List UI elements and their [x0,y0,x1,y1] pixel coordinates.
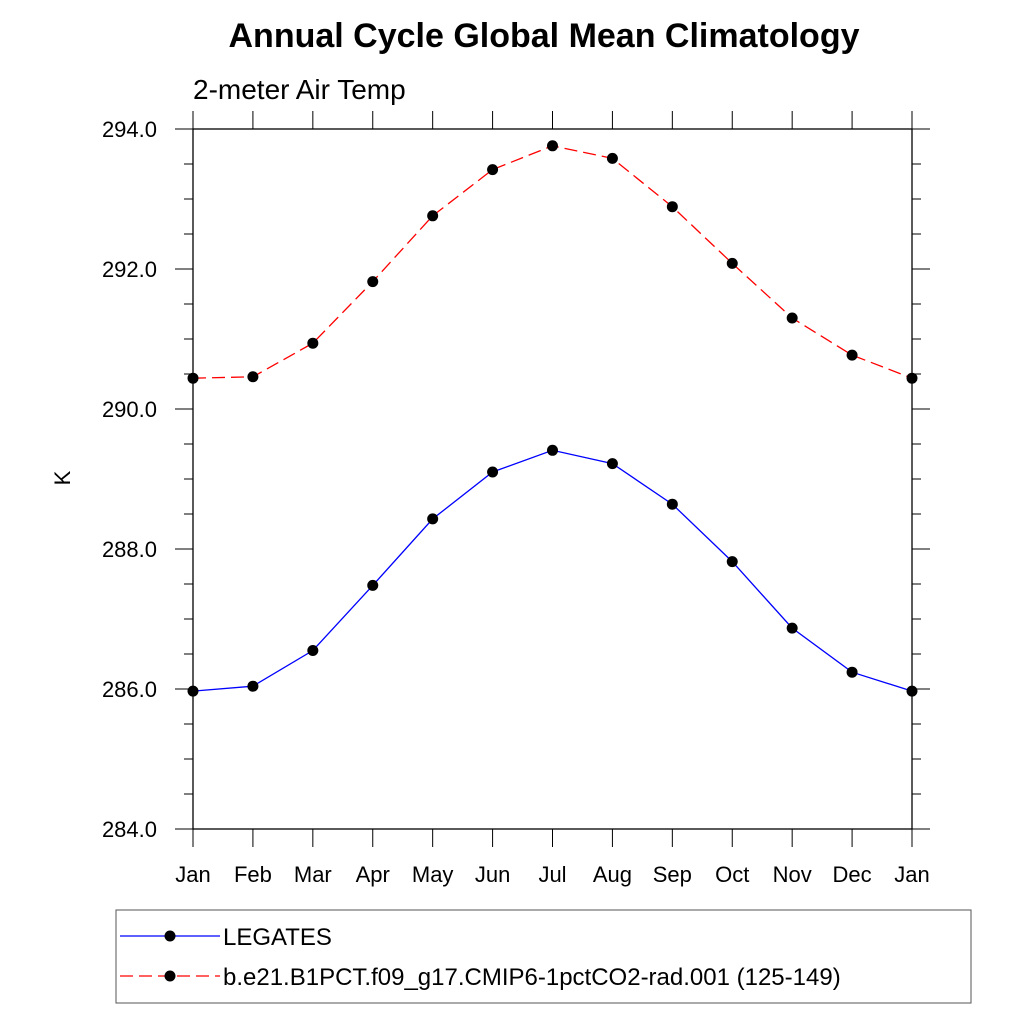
data-point [487,164,499,176]
x-tick-label: Jun [475,862,510,887]
data-point [666,201,678,213]
legend-item: b.e21.B1PCT.f09_g17.CMIP6-1pctCO2-rad.00… [120,964,841,991]
chart-subtitle: 2-meter Air Temp [193,74,406,105]
x-tick-label: Dec [833,862,872,887]
data-point [906,372,918,384]
x-tick-label: Aug [593,862,632,887]
plot-frame [192,128,913,830]
series-layer [187,140,918,697]
data-point [547,444,558,456]
legend-marker [164,930,176,942]
x-tick-label: Jan [894,862,929,887]
legend-item: LEGATES [120,924,332,951]
legend-marker [164,970,176,982]
y-tick-label: 294.0 [102,117,157,142]
data-point [427,210,439,222]
data-point [487,466,499,478]
data-point [367,579,379,591]
data-point [427,513,439,525]
series-2 [187,140,918,384]
x-tick-label: Jan [175,862,210,887]
data-point [846,349,858,361]
data-point [666,498,678,510]
data-point [547,140,558,152]
x-tick-label: Jul [538,862,566,887]
axis-ticks [175,111,930,847]
data-point [187,372,199,384]
y-tick-label: 292.0 [102,257,157,282]
x-tick-label: Oct [715,862,749,887]
legend-items: LEGATES b.e21.B1PCT.f09_g17.CMIP6-1pctCO2… [120,924,841,991]
data-point [906,685,918,697]
y-tick-labels: 294.0 292.0 290.0 288.0 286.0 284.0 [102,117,157,842]
series-line [192,145,913,379]
y-tick-label: 290.0 [102,397,157,422]
y-tick-label: 288.0 [102,537,157,562]
x-tick-label: Nov [773,862,812,887]
data-point [786,312,798,324]
x-tick-label: Feb [234,862,272,887]
legend-label: LEGATES [223,924,332,951]
data-point [606,458,618,470]
series-1 [187,444,918,697]
data-point [726,556,738,568]
y-axis-label: K [50,470,75,485]
data-point [247,371,259,383]
data-point [726,257,738,269]
data-point [606,152,618,164]
legend-box [115,909,972,1004]
x-tick-label: May [412,862,454,887]
data-point [367,276,379,288]
chart-title: Annual Cycle Global Mean Climatology [229,17,860,55]
y-tick-label: 286.0 [102,677,157,702]
legend: LEGATES b.e21.B1PCT.f09_g17.CMIP6-1pctCO2… [115,909,972,1004]
data-point [187,685,199,697]
x-tick-labels: Jan Feb Mar Apr May Jun Jul Aug Sep Oct Nov Dec Jan [175,862,929,887]
data-point [307,645,319,656]
data-point [786,622,798,634]
data-point [307,337,319,349]
x-tick-label: Apr [356,862,390,887]
data-point [846,666,858,678]
x-tick-label: Mar [294,862,332,887]
y-tick-label: 284.0 [102,817,157,842]
series-line [192,449,913,692]
legend-label: b.e21.B1PCT.f09_g17.CMIP6-1pctCO2-rad.00… [223,964,841,991]
data-point [247,680,259,692]
x-tick-label: Sep [653,862,692,887]
